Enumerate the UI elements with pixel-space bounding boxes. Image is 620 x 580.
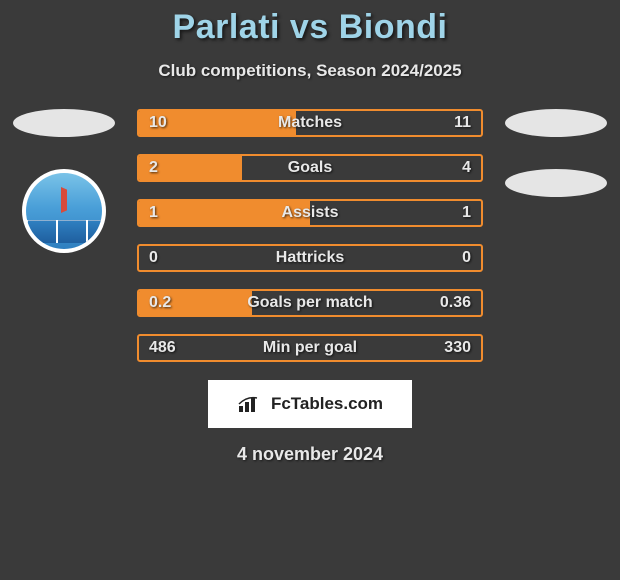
stat-label: Matches — [278, 114, 342, 132]
stat-right-value: 11 — [454, 114, 471, 132]
stat-label: Min per goal — [263, 339, 357, 357]
stat-bar: 2 Goals 4 — [137, 154, 483, 182]
stat-right-value: 0 — [462, 249, 471, 267]
stat-right-value: 0.36 — [440, 294, 471, 312]
comparison-card: Parlati vs Biondi Club competitions, Sea… — [0, 0, 620, 580]
stat-label: Hattricks — [276, 249, 344, 267]
club-badge-art — [26, 173, 102, 249]
stat-bar: 486 Min per goal 330 — [137, 334, 483, 362]
subtitle: Club competitions, Season 2024/2025 — [0, 61, 620, 81]
stat-label: Goals per match — [247, 294, 372, 312]
player-avatar-placeholder — [505, 169, 607, 197]
stat-right-value: 1 — [462, 204, 471, 222]
player-avatar-placeholder — [13, 109, 115, 137]
stat-bar: 1 Assists 1 — [137, 199, 483, 227]
player-avatar-placeholder — [505, 109, 607, 137]
brand-footer[interactable]: FcTables.com — [208, 380, 412, 428]
stat-left-value: 1 — [149, 204, 158, 222]
stat-bar: 0 Hattricks 0 — [137, 244, 483, 272]
club-badge — [22, 169, 106, 253]
stat-left-value: 0.2 — [149, 294, 171, 312]
right-player-col — [501, 109, 611, 197]
stat-left-value: 0 — [149, 249, 158, 267]
stat-left-value: 10 — [149, 114, 167, 132]
brand-text: FcTables.com — [271, 394, 383, 414]
main-row: 10Matches112Goals41Assists10Hattricks00.… — [0, 109, 620, 362]
stat-right-value: 4 — [462, 159, 471, 177]
page-title: Parlati vs Biondi — [0, 8, 620, 47]
stat-bar: 10 Matches 11 — [137, 109, 483, 137]
stat-label: Assists — [282, 204, 339, 222]
stat-right-value: 330 — [444, 339, 471, 357]
stat-bar: 0.2 Goals per match 0.36 — [137, 289, 483, 317]
brand-icon — [237, 394, 265, 414]
stat-left-value: 2 — [149, 159, 158, 177]
stat-left-value: 486 — [149, 339, 176, 357]
left-player-col — [9, 109, 119, 253]
stat-label: Goals — [288, 159, 332, 177]
stat-bars: 10Matches112Goals41Assists10Hattricks00.… — [137, 109, 483, 362]
date: 4 november 2024 — [0, 444, 620, 465]
